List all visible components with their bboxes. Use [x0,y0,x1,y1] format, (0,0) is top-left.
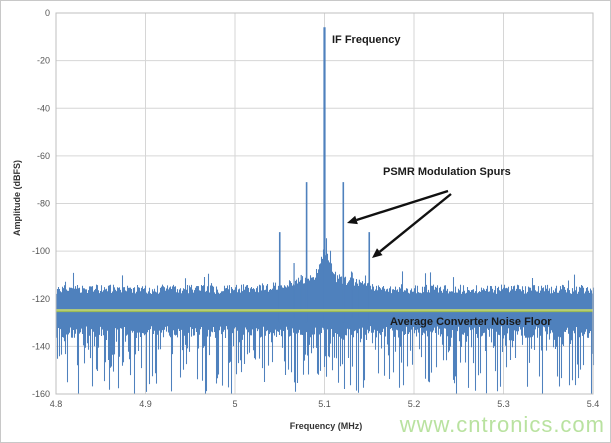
y-tick-label: 0 [45,8,50,18]
if-frequency-annotation: IF Frequency [332,34,401,46]
x-tick-label: 4.8 [50,399,63,409]
y-axis-title: Amplitude (dBFS) [12,160,22,236]
x-tick-label: 5.4 [587,399,600,409]
x-tick-label: 4.9 [139,399,152,409]
y-tick-label: -120 [32,294,50,304]
y-tick-label: -60 [37,151,50,161]
y-tick-label: -160 [32,389,50,399]
psmr-spurs-annotation: PSMR Modulation Spurs [383,166,511,178]
x-axis-title: Frequency (MHz) [289,421,363,431]
y-tick-label: -40 [37,103,50,113]
y-tick-label: -20 [37,56,50,66]
y-tick-label: -100 [32,246,50,256]
watermark-text: www.cntronics.com [399,412,605,437]
x-tick-label: 5.1 [318,399,331,409]
noise-floor-annotation: Average Converter Noise Floor [390,316,552,328]
annotation-arrows [347,189,452,258]
y-tick-label: -80 [37,199,50,209]
y-tick-label: -140 [32,341,50,351]
x-tick-label: 5.2 [408,399,421,409]
x-tick-label: 5.3 [497,399,510,409]
x-tick-label: 5 [232,399,237,409]
plot-border [55,12,594,395]
